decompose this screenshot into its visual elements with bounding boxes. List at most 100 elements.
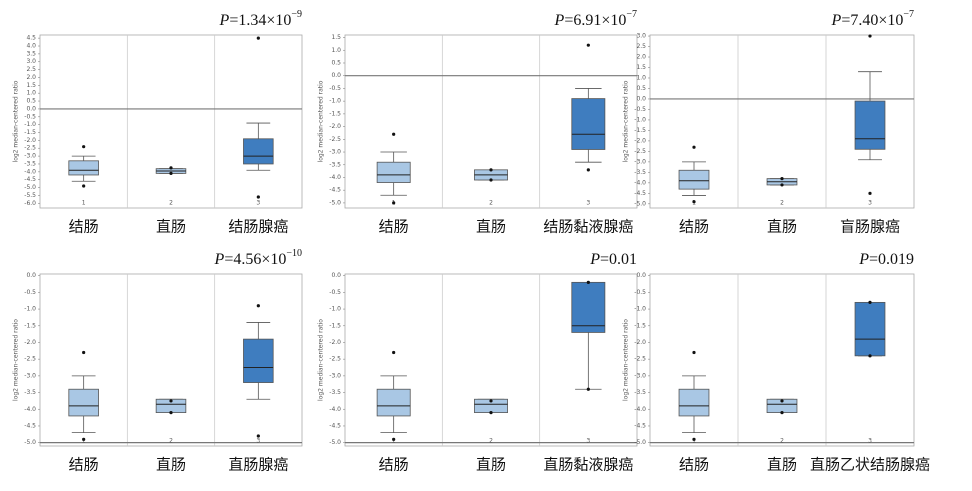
box [854,100,886,150]
outlier [489,168,493,172]
y-tick-label: -5.0 [24,184,36,191]
y-tick-label: -1.0 [634,306,646,313]
p-text: =6.91×10 [564,12,626,29]
p-exponent: −7 [626,9,637,20]
category-id: 1 [392,438,396,445]
y-tick-label: -2.5 [329,136,341,143]
category-id: 1 [82,438,86,445]
p-value: P=6.91×10−7 [554,9,637,28]
box [68,160,99,176]
outlier [392,437,396,441]
category-id: 2 [780,200,784,207]
category-id: 1 [692,438,696,445]
y-tick-label: -3.0 [634,158,646,165]
category-label: 直肠腺癌 [228,456,288,473]
outlier [780,177,784,181]
outlier [256,304,260,308]
y-tick-label: -4.5 [24,176,36,183]
y-tick-label: 0.0 [26,105,36,112]
y-tick-label: -3.5 [634,389,646,396]
y-tick-label: -3.0 [24,372,36,379]
category-label: 直肠黏液腺癌 [543,456,633,473]
box [571,98,606,150]
category-id: 2 [169,438,173,445]
outlier [256,195,260,199]
category-label: 直肠 [767,456,797,473]
y-tick-label: -5.0 [634,200,646,207]
category-id: 2 [489,438,493,445]
p-exponent: −7 [903,9,914,20]
category-label: 直肠 [156,456,186,473]
category-label: 直肠 [476,218,506,235]
y-axis-label: log2 median-centered ratio [318,80,325,162]
y-tick-label: 3.0 [26,58,36,65]
y-tick-label: -5.5 [24,192,36,199]
y-tick-label: -0.5 [634,106,646,113]
y-tick-label: -1.0 [24,121,36,128]
box [243,338,274,383]
outlier [489,399,493,403]
outlier [82,437,86,441]
box [376,161,411,183]
p-value: P=0.01 [589,251,637,268]
y-tick-label: -0.5 [329,85,341,92]
p-text: =1.34×10 [229,12,291,29]
outlier [392,132,396,136]
y-tick-label: -3.5 [329,161,341,168]
category-label: 结肠腺癌 [228,218,288,235]
y-tick-label: -1.5 [329,322,341,329]
category-id: 3 [586,200,590,207]
y-tick-label: -2.0 [634,137,646,144]
category-label: 直肠乙状结肠腺癌 [810,456,930,473]
outlier [82,350,86,355]
y-tick-label: -2.5 [329,356,341,363]
outlier [586,387,590,391]
y-tick-label: -5.0 [329,439,341,446]
outlier [169,166,173,170]
box [678,388,710,417]
plot-frame [649,273,915,447]
p-value: P=1.34×10−9 [219,9,302,28]
category-id: 2 [489,200,493,207]
y-tick-label: 1.0 [636,74,646,81]
y-tick-label: -1.5 [24,129,36,136]
p-text: =4.56×10 [224,251,286,268]
y-tick-label: -2.0 [329,123,341,130]
box [571,281,606,333]
p-text: =7.40×10 [841,12,903,29]
category-label: 结肠黏液腺癌 [543,218,633,235]
y-tick-label: -1.0 [329,306,341,313]
outlier [868,191,872,195]
y-tick-label: 0.0 [636,95,646,102]
y-tick-label: 0.0 [26,272,36,279]
y-tick-label: 1.5 [26,82,36,89]
y-tick-label: -2.0 [24,137,36,144]
y-tick-label: -0.5 [634,289,646,296]
p-value: P=4.56×10−10 [214,248,302,267]
box [243,138,274,165]
y-tick-label: -4.0 [24,406,36,413]
outlier [169,171,173,175]
y-tick-label: -4.0 [634,406,646,413]
category-label: 结肠 [379,218,409,235]
outlier [868,300,872,304]
outlier [392,201,396,205]
y-tick-label: -3.0 [329,372,341,379]
y-tick-label: 2.0 [26,74,36,81]
category-label: 结肠 [679,456,709,473]
y-tick-label: 0.0 [331,272,341,279]
y-tick-label: 1.0 [331,47,341,54]
y-tick-label: -3.0 [329,149,341,156]
category-label: 盲肠腺癌 [840,218,900,235]
p-value: P=7.40×10−7 [831,9,914,28]
p-symbol: P [589,251,600,268]
y-tick-label: -3.5 [24,160,36,167]
outlier [780,399,784,403]
p-symbol: P [858,251,869,268]
p-exponent: −10 [286,248,302,259]
outlier [489,178,493,182]
p-symbol: P [214,251,225,268]
y-tick-label: -5.0 [329,199,341,206]
y-tick-label: -0.5 [24,113,36,120]
category-id: 3 [256,200,260,207]
